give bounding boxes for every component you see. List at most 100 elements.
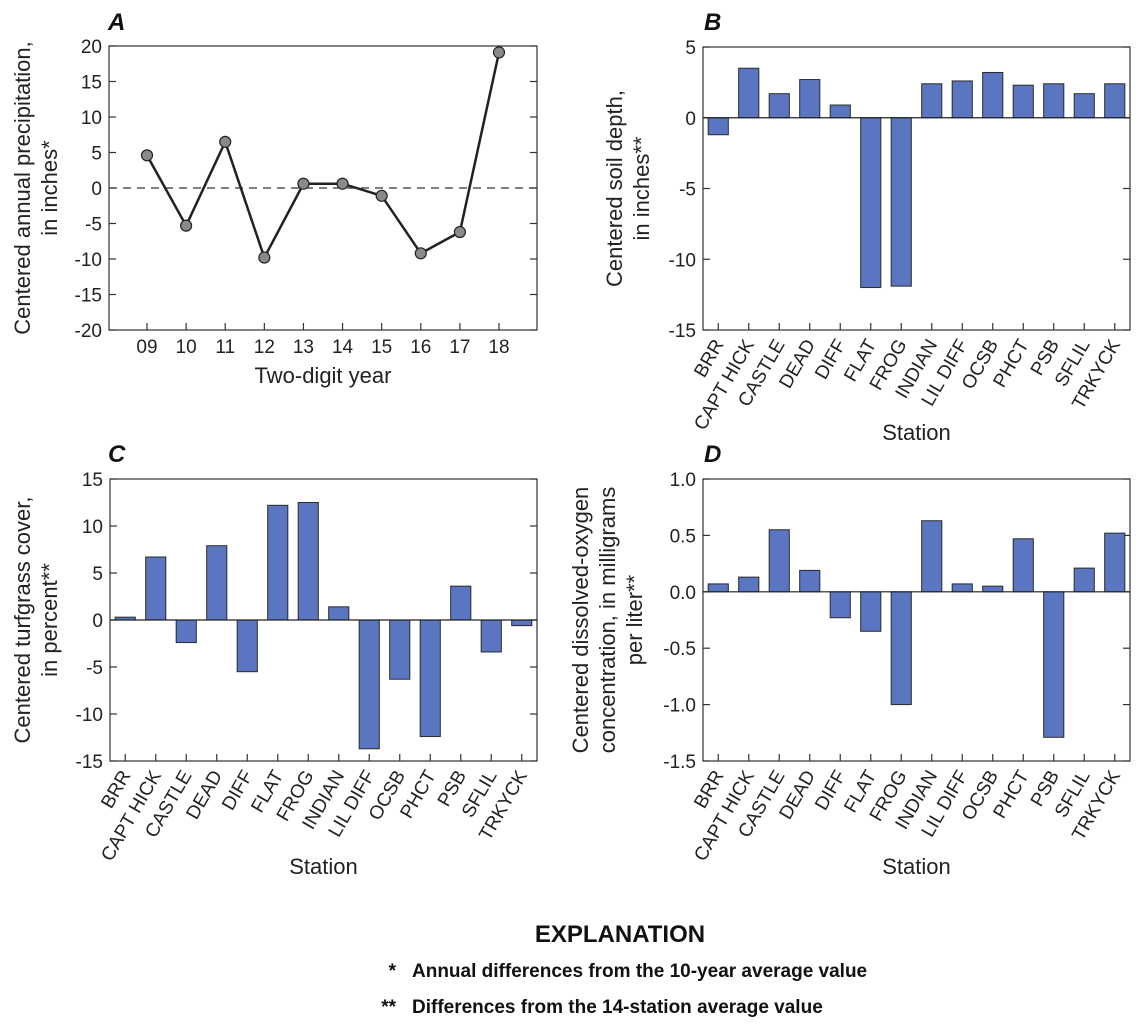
x-axis-label: Station bbox=[882, 854, 951, 879]
bar bbox=[707, 117, 729, 136]
y-tick-label: -1.0 bbox=[663, 696, 696, 717]
bar bbox=[145, 556, 167, 621]
bar bbox=[1104, 83, 1126, 119]
x-tick-label: 17 bbox=[449, 337, 470, 358]
bar bbox=[829, 104, 851, 119]
panel-b-chart: B5 0 -5 -10 -15 Centered soil depth, in inches… bbox=[602, 9, 1131, 445]
plot-frame bbox=[702, 478, 1131, 762]
bar bbox=[921, 520, 943, 593]
y-axis-label: in inches* bbox=[37, 140, 62, 236]
y-tick-label: 0.0 bbox=[670, 583, 696, 604]
bar bbox=[1043, 83, 1065, 119]
x-tick-label: 12 bbox=[254, 337, 275, 358]
data-point bbox=[336, 177, 349, 190]
y-axis-label: Centered turfgrass cover, bbox=[10, 496, 35, 743]
data-point bbox=[453, 225, 466, 239]
bar bbox=[175, 619, 197, 644]
data-point bbox=[492, 46, 506, 59]
y-tick-label: 5 bbox=[92, 564, 103, 585]
y-axis-label: in percent** bbox=[37, 563, 62, 677]
y-axis-label: concentration, in milligrams bbox=[595, 487, 620, 754]
y-tick-label: -10 bbox=[669, 250, 696, 271]
y-tick-label: -1.5 bbox=[663, 752, 696, 773]
y-tick-label: -5 bbox=[85, 215, 102, 236]
y-tick-label: -10 bbox=[76, 705, 103, 726]
x-tick-label: 16 bbox=[410, 337, 431, 358]
y-tick-label: -5 bbox=[86, 658, 103, 679]
panel-label: B bbox=[704, 9, 721, 36]
data-point bbox=[140, 149, 154, 162]
bar bbox=[267, 504, 289, 621]
y-tick-label: 0 bbox=[91, 179, 102, 200]
explanation-text-1: Annual differences from the 10-year aver… bbox=[412, 961, 867, 982]
bar bbox=[236, 619, 258, 673]
y-tick-label: 0 bbox=[92, 611, 103, 632]
y-axis-label: Centered dissolved-oxygen bbox=[568, 487, 593, 754]
data-point bbox=[414, 247, 427, 260]
y-tick-label: 20 bbox=[81, 37, 102, 58]
y-tick-label: 10 bbox=[81, 108, 102, 129]
y-tick-label: 15 bbox=[81, 73, 102, 94]
bar bbox=[480, 619, 502, 653]
bar bbox=[799, 569, 821, 593]
bar bbox=[419, 619, 441, 738]
y-axis-label: per liter** bbox=[622, 574, 647, 665]
bar bbox=[738, 67, 760, 119]
bar bbox=[860, 591, 882, 632]
x-tick-label: 09 bbox=[136, 337, 157, 358]
plot-frame bbox=[702, 46, 1131, 331]
panel-c-chart: C15 10 5 0 -5 -10 -15 Centered turfgrass cover,… bbox=[10, 441, 538, 879]
bar bbox=[982, 585, 1004, 593]
y-tick-label: -15 bbox=[669, 321, 696, 342]
y-axis-label: Centered soil depth, bbox=[602, 90, 627, 287]
data-point bbox=[180, 219, 193, 232]
explanation: EXPLANATION * Annual differences from th… bbox=[381, 921, 867, 1018]
panel-label: A bbox=[107, 9, 125, 36]
bar bbox=[358, 619, 380, 750]
bar bbox=[1043, 591, 1065, 738]
x-tick-label: 13 bbox=[293, 337, 314, 358]
x-tick-label: 18 bbox=[488, 337, 509, 358]
bar bbox=[921, 83, 943, 119]
x-axis-label: Station bbox=[289, 854, 358, 879]
bar bbox=[389, 619, 411, 680]
bar bbox=[1012, 84, 1034, 119]
y-tick-label: -15 bbox=[76, 752, 103, 773]
explanation-title: EXPLANATION bbox=[535, 921, 705, 948]
data-point bbox=[297, 177, 310, 190]
explanation-symbol-2: ** bbox=[381, 997, 396, 1018]
bar bbox=[799, 79, 821, 119]
bar bbox=[206, 545, 228, 621]
bar bbox=[707, 583, 729, 593]
y-tick-label: -5 bbox=[679, 180, 696, 201]
bar bbox=[768, 93, 790, 119]
bar bbox=[1012, 538, 1034, 593]
y-tick-label: -15 bbox=[75, 286, 102, 307]
x-axis-label: Station bbox=[882, 420, 951, 445]
y-tick-label: 15 bbox=[82, 470, 103, 491]
bar bbox=[1073, 567, 1095, 593]
data-point bbox=[375, 189, 388, 202]
bar bbox=[951, 583, 973, 593]
bar bbox=[829, 591, 851, 619]
data-point bbox=[219, 135, 232, 148]
bar bbox=[860, 117, 882, 289]
y-tick-label: 0.5 bbox=[670, 526, 696, 547]
y-axis-label: Centered annual precipitation, bbox=[10, 41, 35, 335]
y-tick-label: -20 bbox=[75, 321, 102, 342]
x-axis-label: Two-digit year bbox=[255, 363, 392, 388]
data-point bbox=[258, 251, 271, 264]
bar bbox=[511, 619, 533, 627]
y-tick-label: 0 bbox=[685, 109, 696, 130]
bar bbox=[297, 502, 319, 621]
bar bbox=[951, 80, 973, 119]
bar bbox=[890, 117, 912, 287]
bar bbox=[1073, 93, 1095, 119]
panel-label: D bbox=[704, 441, 721, 468]
series-line bbox=[145, 52, 501, 261]
bar bbox=[328, 606, 350, 621]
x-tick-label: 11 bbox=[215, 337, 235, 358]
y-tick-label: 10 bbox=[82, 517, 103, 538]
y-tick-label: -0.5 bbox=[663, 639, 696, 660]
